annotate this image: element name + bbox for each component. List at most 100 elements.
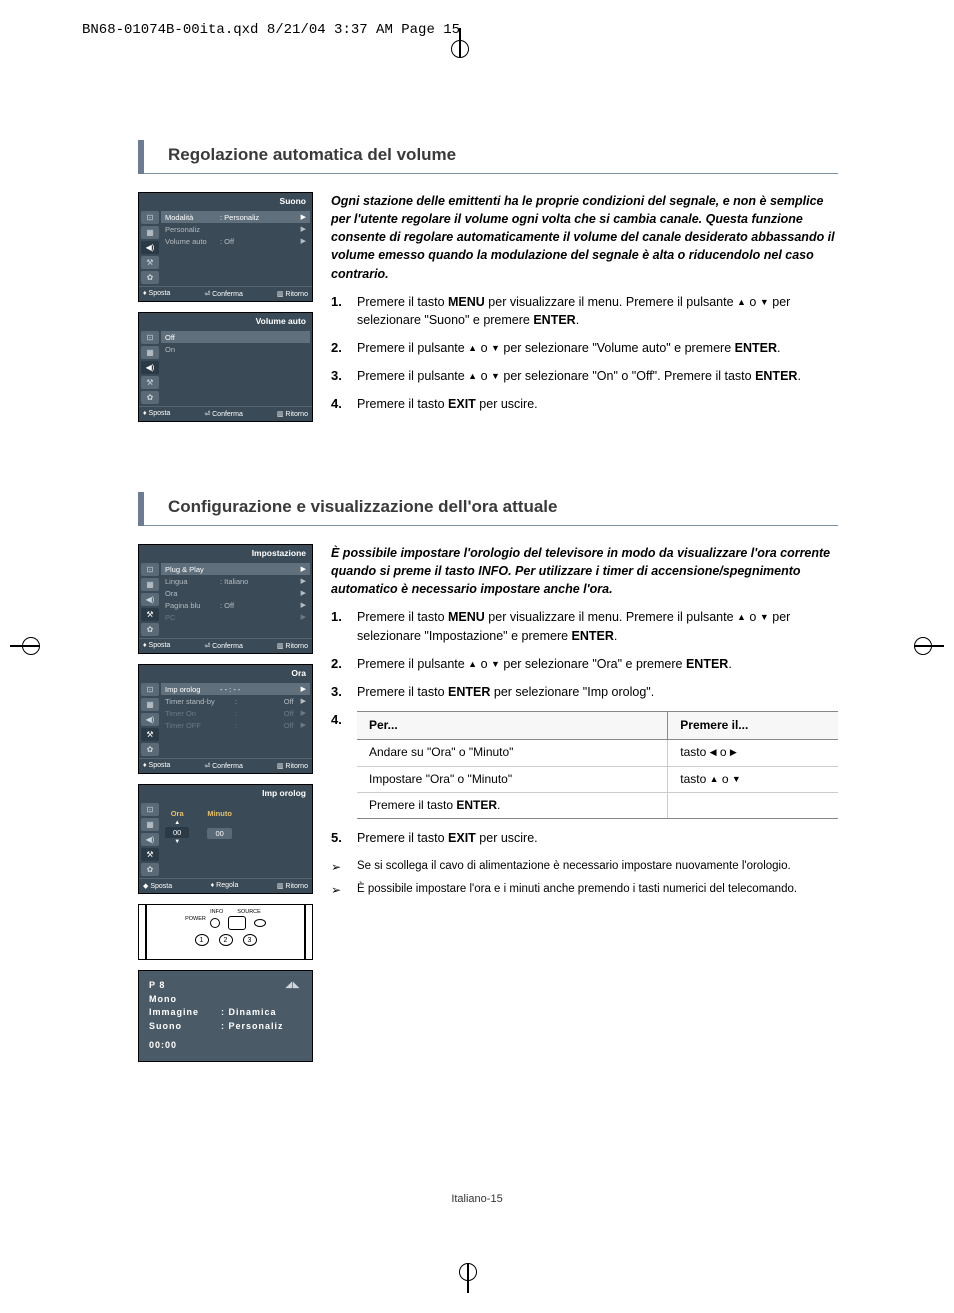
osd-row: Plug & Play▶ (161, 563, 310, 575)
remote-num-3: 3 (243, 934, 257, 946)
step-item: Premere il tasto MENU per visualizzare i… (331, 608, 838, 644)
osd-row: Timer stand-by:Off▶ (161, 695, 310, 707)
step-table: Per... Premere il... Andare su "Ora" o "… (357, 711, 838, 820)
osd-icon-active: ⚒ (141, 848, 159, 861)
section-title-volume: Regolazione automatica del volume (138, 145, 838, 174)
table-row: Andare su "Ora" o "Minuto" tasto ◀ o ▶ (357, 740, 838, 766)
arrow-down-icon: ▼ (732, 773, 741, 786)
osd-footer-item: ♦ Regola (211, 882, 239, 890)
section-title-clock: Configurazione e visualizzazione dell'or… (138, 497, 838, 526)
osd-icon: ⚒ (141, 256, 159, 269)
osd-icon: ✿ (141, 391, 159, 404)
osd-title: Suono (139, 193, 312, 209)
osd-footer-item: ⏎ Conferma (204, 410, 243, 418)
page-footer: Italiano-15 (0, 1193, 954, 1205)
step-item: Premere il tasto EXIT per uscire. (331, 829, 838, 847)
osd-icon-active: ◀) (141, 241, 159, 254)
osd-row: Off (161, 331, 310, 343)
osd-suono: Suono ⊡ ▦ ◀) ⚒ ✿ Modalità : Perso (138, 192, 313, 302)
osd-icon: ▦ (141, 698, 159, 711)
step-item: Premere il pulsante ▲ o ▼ per selezionar… (331, 655, 838, 673)
arrow-down-icon: ▼ (491, 342, 500, 355)
note-item: È possibile impostare l'ora e i minuti a… (331, 881, 838, 898)
osd-imp-orolog: Imp orolog ⊡ ▦ ◀) ⚒ ✿ Ora (138, 784, 313, 894)
info-channel: P 8 (149, 979, 302, 993)
signal-icon: ◢◣ (286, 979, 300, 991)
osd-footer-item: ♦ Sposta (143, 290, 170, 298)
arrow-left-icon: ◀ (710, 746, 717, 759)
power-button-icon (210, 918, 220, 928)
arrow-up-icon: ▲ (710, 773, 719, 786)
osd-row: Volume auto : Off ▶ (161, 235, 310, 247)
osd-footer-item: ⏎ Conferma (204, 290, 243, 298)
osd-icon: ✿ (141, 271, 159, 284)
osd-row: Ora▶ (161, 587, 310, 599)
crop-mark-right (914, 631, 944, 661)
osd-title: Ora (139, 665, 312, 681)
osd-row: Timer On:Off▶ (161, 707, 310, 719)
crop-mark-bottom (453, 1263, 483, 1293)
osd-row: Modalità : Personaliz ▶ (161, 211, 310, 223)
osd-impostazione: Impostazione ⊡ ▦ ◀) ⚒ ✿ Plug & Play▶ Lin… (138, 544, 313, 654)
osd-icon-active: ⚒ (141, 608, 159, 621)
crop-mark-top (445, 28, 475, 58)
osd-row: Timer OFF:Off▶ (161, 719, 310, 731)
note-item: Se si scollega il cavo di alimentazione … (331, 858, 838, 875)
dpad-icon (228, 916, 246, 930)
osd-icon: ▦ (141, 818, 159, 831)
section-clock: Configurazione e visualizzazione dell'or… (138, 497, 838, 1062)
osd-footer-item: ♦ Sposta (143, 410, 170, 418)
osd-icon: ✿ (141, 623, 159, 636)
osd-row: PC▶ (161, 611, 310, 623)
info-audio: Mono (149, 993, 302, 1007)
table-row: Premere il tasto ENTER. (357, 793, 838, 819)
table-header: Premere il... (668, 711, 838, 739)
osd-footer-item: ▥ Ritorno (277, 762, 308, 770)
remote-num-2: 2 (219, 934, 233, 946)
remote-label: SOURCE (237, 909, 261, 915)
osd-row: Personaliz▶ (161, 223, 310, 235)
table-header: Per... (357, 711, 668, 739)
info-picture-label: Immagine (149, 1006, 221, 1020)
osd-title: Imp orolog (139, 785, 312, 801)
arrow-up-icon: ▲ (737, 296, 746, 309)
source-button-icon (254, 919, 266, 927)
osd-icon: ▦ (141, 226, 159, 239)
osd-icon: ⊡ (141, 563, 159, 576)
osd-footer-item: ♦ Sposta (143, 762, 170, 770)
info-picture-value: : Dinamica (221, 1006, 277, 1020)
section-volume: Regolazione automatica del volume Suono … (138, 145, 838, 432)
step-item: Premere il pulsante ▲ o ▼ per selezionar… (331, 367, 838, 385)
osd-footer-item: ▥ Ritorno (277, 642, 308, 650)
remote-label: INFO (210, 909, 223, 915)
osd-icon: ⊡ (141, 683, 159, 696)
table-row: Impostare "Ora" o "Minuto" tasto ▲ o ▼ (357, 766, 838, 792)
remote-num-1: 1 (195, 934, 209, 946)
osd-volume-auto: Volume auto ⊡ ▦ ◀) ⚒ ✿ Off On (138, 312, 313, 422)
step-item: Premere il tasto EXIT per uscire. (331, 395, 838, 413)
osd-icon-active: ◀) (141, 361, 159, 374)
osd-footer-item: ⏎ Conferma (204, 642, 243, 650)
osd-icon: ◀) (141, 713, 159, 726)
osd-footer-item: ♦ Sposta (143, 642, 170, 650)
arrow-down-icon: ▼ (491, 658, 500, 671)
remote-label: POWER (185, 916, 206, 922)
osd-ora: Ora ⊡ ▦ ◀) ⚒ ✿ Imp orolog- - : - -▶ Time… (138, 664, 313, 774)
arrow-down-icon: ▼ (760, 296, 769, 309)
osd-icon: ▦ (141, 346, 159, 359)
osd-row: Lingua: Italiano▶ (161, 575, 310, 587)
osd-icon: ▦ (141, 578, 159, 591)
crop-mark-left (10, 631, 40, 661)
osd-footer-item: ▥ Ritorno (277, 410, 308, 418)
osd-icon: ⊡ (141, 331, 159, 344)
osd-footer-item: ▥ Ritorno (277, 290, 308, 298)
intro-text: Ogni stazione delle emittenti ha le prop… (331, 192, 838, 283)
osd-icon: ✿ (141, 743, 159, 756)
remote-snippet: INFO SOURCE POWER 1 2 3 (138, 904, 313, 960)
osd-icon: ⊡ (141, 803, 159, 816)
osd-footer-item: ◆ Sposta (143, 882, 172, 890)
arrow-up-icon: ▲ (737, 611, 746, 624)
arrow-right-icon: ▶ (730, 746, 737, 759)
file-header: BN68-01074B-00ita.qxd 8/21/04 3:37 AM Pa… (82, 22, 460, 38)
osd-icon: ⊡ (141, 211, 159, 224)
